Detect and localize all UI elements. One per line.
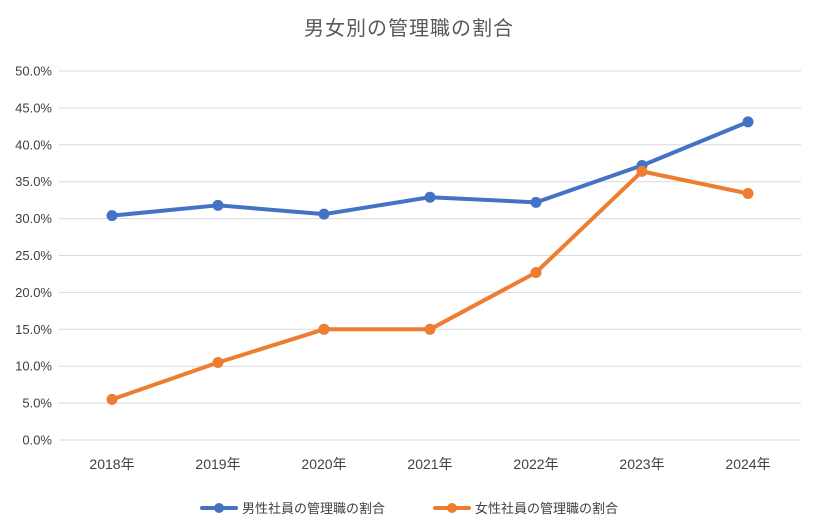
y-tick-label: 0.0% <box>22 433 52 448</box>
x-axis-label: 2024年 <box>725 456 770 472</box>
data-point <box>424 191 436 203</box>
data-point <box>742 116 754 128</box>
data-point <box>636 165 648 177</box>
data-point <box>106 393 118 405</box>
x-axis-label: 2023年 <box>619 456 664 472</box>
legend-marker-dot-icon <box>447 502 457 513</box>
legend-line-marker-icon <box>199 502 238 513</box>
legend-item: 女性社員の管理職の割合 <box>433 498 618 517</box>
data-point <box>530 266 542 278</box>
y-tick-label: 50.0% <box>15 64 52 79</box>
legend-label: 女性社員の管理職の割合 <box>475 501 619 516</box>
y-tick-label: 30.0% <box>15 211 52 226</box>
y-tick-label: 5.0% <box>22 396 52 411</box>
data-point <box>106 210 118 222</box>
y-tick-label: 15.0% <box>15 322 52 337</box>
data-point <box>212 199 224 211</box>
chart-plot: 0.0% 5.0% 10.0% 15.0% 20.0% 25.0% 30.0% 35.0% 40… <box>15 64 801 472</box>
legend-label: 男性社員の管理職の割合 <box>241 501 385 516</box>
x-axis-label: 2019年 <box>195 456 240 472</box>
data-point <box>318 323 330 335</box>
y-tick-label: 45.0% <box>15 100 52 115</box>
data-point <box>742 188 754 200</box>
data-point <box>212 357 224 369</box>
chart-title: 男女別の管理職の割合 <box>304 18 514 40</box>
legend-marker-dot-icon <box>213 502 224 513</box>
x-axis-label: 2021年 <box>407 456 452 472</box>
legend-item: 男性社員の管理職の割合 <box>199 498 385 517</box>
y-tick-label: 40.0% <box>15 137 52 152</box>
legend-line-marker-icon <box>433 502 471 513</box>
x-axis-label: 2018年 <box>89 456 134 472</box>
y-tick-label: 35.0% <box>15 174 52 189</box>
data-point <box>530 196 542 208</box>
y-tick-label: 20.0% <box>15 285 52 300</box>
x-axis-label: 2020年 <box>301 456 346 472</box>
data-point <box>424 323 436 335</box>
data-point <box>318 208 330 220</box>
y-tick-label: 10.0% <box>15 359 52 374</box>
x-axis-label: 2022年 <box>513 456 558 472</box>
legend: 男性社員の管理職の割合 女性社員の管理職の割合 <box>0 498 818 517</box>
y-tick-label: 25.0% <box>15 248 52 263</box>
